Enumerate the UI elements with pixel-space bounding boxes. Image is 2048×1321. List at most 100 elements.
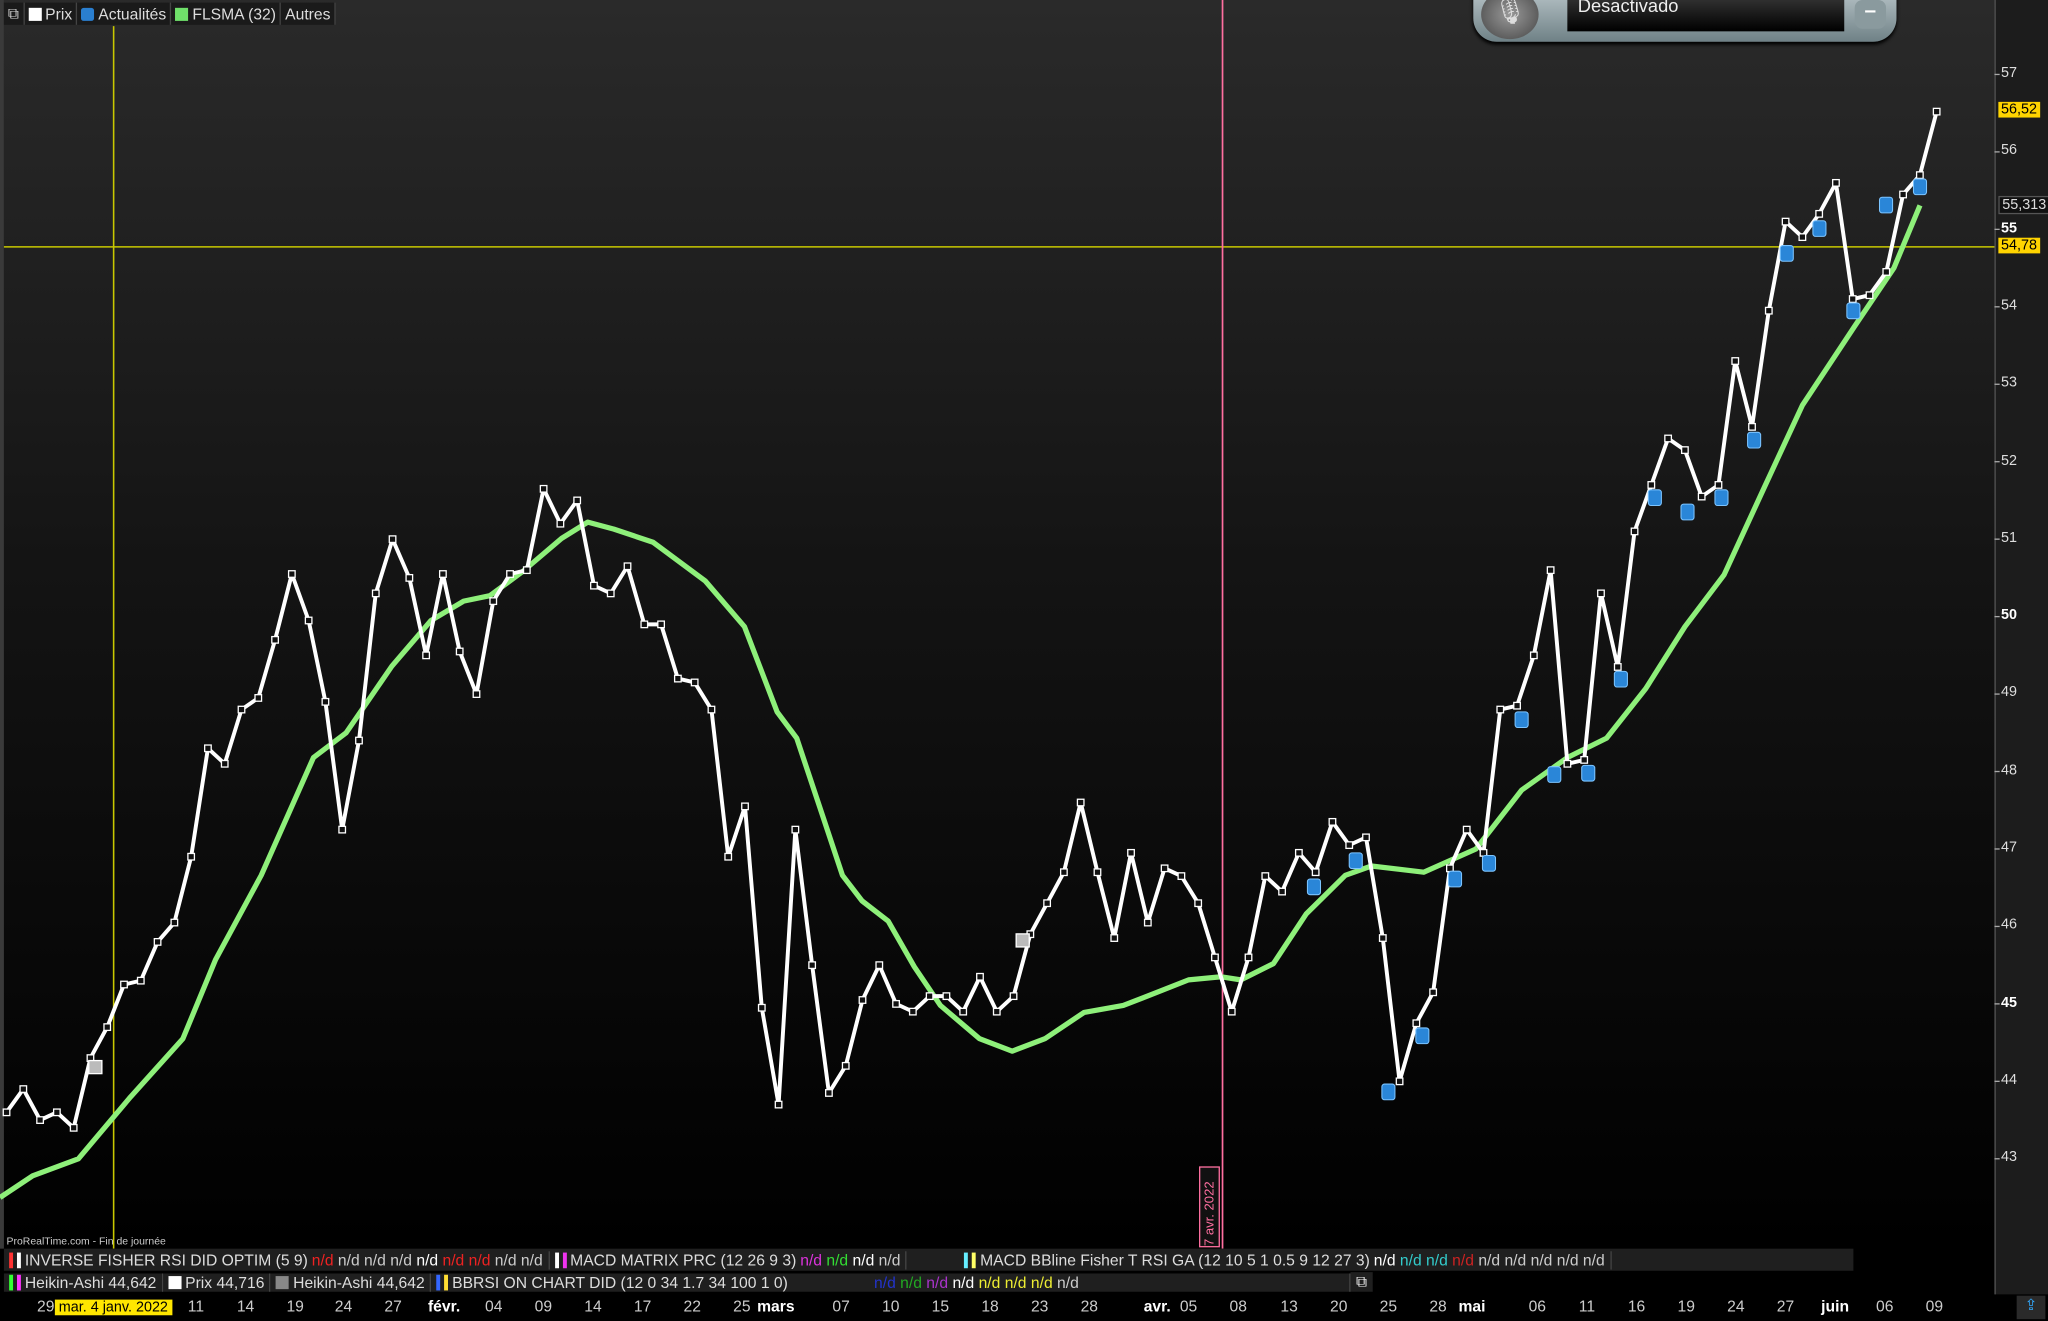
price-point[interactable] <box>1009 992 1018 1001</box>
price-point[interactable] <box>237 705 246 714</box>
price-point[interactable] <box>1680 446 1689 455</box>
price-point[interactable] <box>959 1007 968 1016</box>
price-point[interactable] <box>808 961 817 970</box>
news-icon[interactable] <box>1878 196 1894 214</box>
price-point[interactable] <box>1127 848 1135 857</box>
price-point[interactable] <box>1714 481 1723 489</box>
price-point[interactable] <box>1781 217 1790 226</box>
news-icon[interactable] <box>1912 178 1928 196</box>
price-point[interactable] <box>1865 291 1874 300</box>
price-point[interactable] <box>1143 918 1152 927</box>
price-point[interactable] <box>388 535 397 544</box>
news-icon[interactable] <box>1779 245 1794 262</box>
price-point[interactable] <box>724 852 733 861</box>
price-point[interactable] <box>1832 178 1840 187</box>
price-point[interactable] <box>1613 663 1622 671</box>
price-point[interactable] <box>791 825 800 834</box>
news-icon[interactable] <box>1680 503 1695 521</box>
price-point[interactable] <box>1764 306 1773 315</box>
price-point[interactable] <box>1513 701 1521 710</box>
news-icon[interactable] <box>1647 489 1662 506</box>
price-point[interactable] <box>1932 107 1941 116</box>
price-point[interactable] <box>606 589 615 598</box>
price-point[interactable] <box>153 938 162 946</box>
price-point[interactable] <box>1597 589 1605 598</box>
price-point[interactable] <box>1093 868 1102 877</box>
price-point[interactable] <box>774 1100 783 1109</box>
price-point[interactable] <box>573 496 582 505</box>
price-point[interactable] <box>405 573 414 582</box>
price-point[interactable] <box>1328 817 1337 826</box>
price-point[interactable] <box>2 1108 11 1117</box>
indicator-bbrsi[interactable]: BBRSI ON CHART DID (12 0 34 1.7 34 100 1… <box>431 1272 1351 1292</box>
indicator-price[interactable]: Prix 44,716 <box>162 1272 271 1292</box>
price-point[interactable] <box>690 678 699 687</box>
price-point[interactable] <box>36 1116 45 1124</box>
price-point[interactable] <box>1815 209 1824 218</box>
price-point[interactable] <box>204 744 212 753</box>
price-point[interactable] <box>1496 705 1505 714</box>
price-point[interactable] <box>1211 953 1219 962</box>
price-point[interactable] <box>1345 841 1354 850</box>
event-marker-icon[interactable] <box>1015 933 1030 948</box>
price-point[interactable] <box>1580 755 1589 764</box>
price-point[interactable] <box>438 570 447 578</box>
price-point[interactable] <box>1043 899 1052 908</box>
price-point[interactable] <box>673 674 682 683</box>
price-point[interactable] <box>355 736 363 745</box>
price-point[interactable] <box>825 1089 833 1097</box>
price-point[interactable] <box>1529 651 1538 660</box>
event-marker-icon[interactable] <box>88 1059 103 1075</box>
price-point[interactable] <box>908 1007 917 1016</box>
price-point[interactable] <box>976 972 984 981</box>
price-point[interactable] <box>1462 825 1471 834</box>
price-point[interactable] <box>1278 887 1287 896</box>
minimize-button[interactable]: – <box>1854 0 1887 29</box>
price-point[interactable] <box>707 705 716 714</box>
price-point[interactable] <box>1395 1077 1404 1086</box>
news-icon[interactable] <box>1415 1027 1430 1045</box>
news-icon[interactable] <box>1747 431 1762 449</box>
price-point[interactable] <box>338 825 347 834</box>
price-point[interactable] <box>1076 798 1085 807</box>
price-point[interactable] <box>120 980 128 989</box>
price-point[interactable] <box>841 1061 850 1070</box>
price-point[interactable] <box>657 620 666 629</box>
price-point[interactable] <box>875 961 884 970</box>
price-point[interactable] <box>640 620 649 629</box>
price-point[interactable] <box>741 802 749 811</box>
price-point[interactable] <box>455 647 464 656</box>
price-point[interactable] <box>1647 481 1656 489</box>
price-point[interactable] <box>757 1003 766 1012</box>
price-point[interactable] <box>103 1023 112 1032</box>
price-point[interactable] <box>1429 988 1438 997</box>
price-point[interactable] <box>1110 934 1119 942</box>
price-point[interactable] <box>1882 268 1891 276</box>
price-point[interactable] <box>1059 868 1068 877</box>
price-point[interactable] <box>1362 833 1370 842</box>
price-point[interactable] <box>489 597 498 606</box>
price-point[interactable] <box>271 635 279 644</box>
price-point[interactable] <box>321 697 330 706</box>
price-point[interactable] <box>925 992 934 1001</box>
news-icon[interactable] <box>1514 711 1529 729</box>
news-icon[interactable] <box>1447 870 1463 888</box>
scroll-to-latest-icon[interactable]: ⇪ <box>2016 1295 2046 1320</box>
price-point[interactable] <box>590 581 598 590</box>
price-point[interactable] <box>522 566 531 575</box>
price-point[interactable] <box>1915 171 1924 180</box>
price-point[interactable] <box>220 759 229 768</box>
indicator-macd-matrix[interactable]: MACD MATRIX PRC (12 26 9 3) n/d n/d n/d n… <box>549 1250 907 1269</box>
price-point[interactable] <box>170 918 179 927</box>
price-point[interactable] <box>858 996 867 1004</box>
price-point[interactable] <box>472 690 481 698</box>
indicator-heikin-ashi[interactable]: Heikin-Ashi 44,642 <box>3 1272 163 1292</box>
price-point[interactable] <box>1697 492 1706 501</box>
price-point[interactable] <box>506 570 514 578</box>
price-point[interactable] <box>1748 422 1756 431</box>
price-point[interactable] <box>422 651 431 660</box>
price-point[interactable] <box>1261 872 1270 881</box>
news-icon[interactable] <box>1714 489 1729 506</box>
price-point[interactable] <box>942 992 951 1001</box>
plot-area[interactable] <box>0 0 1995 1249</box>
